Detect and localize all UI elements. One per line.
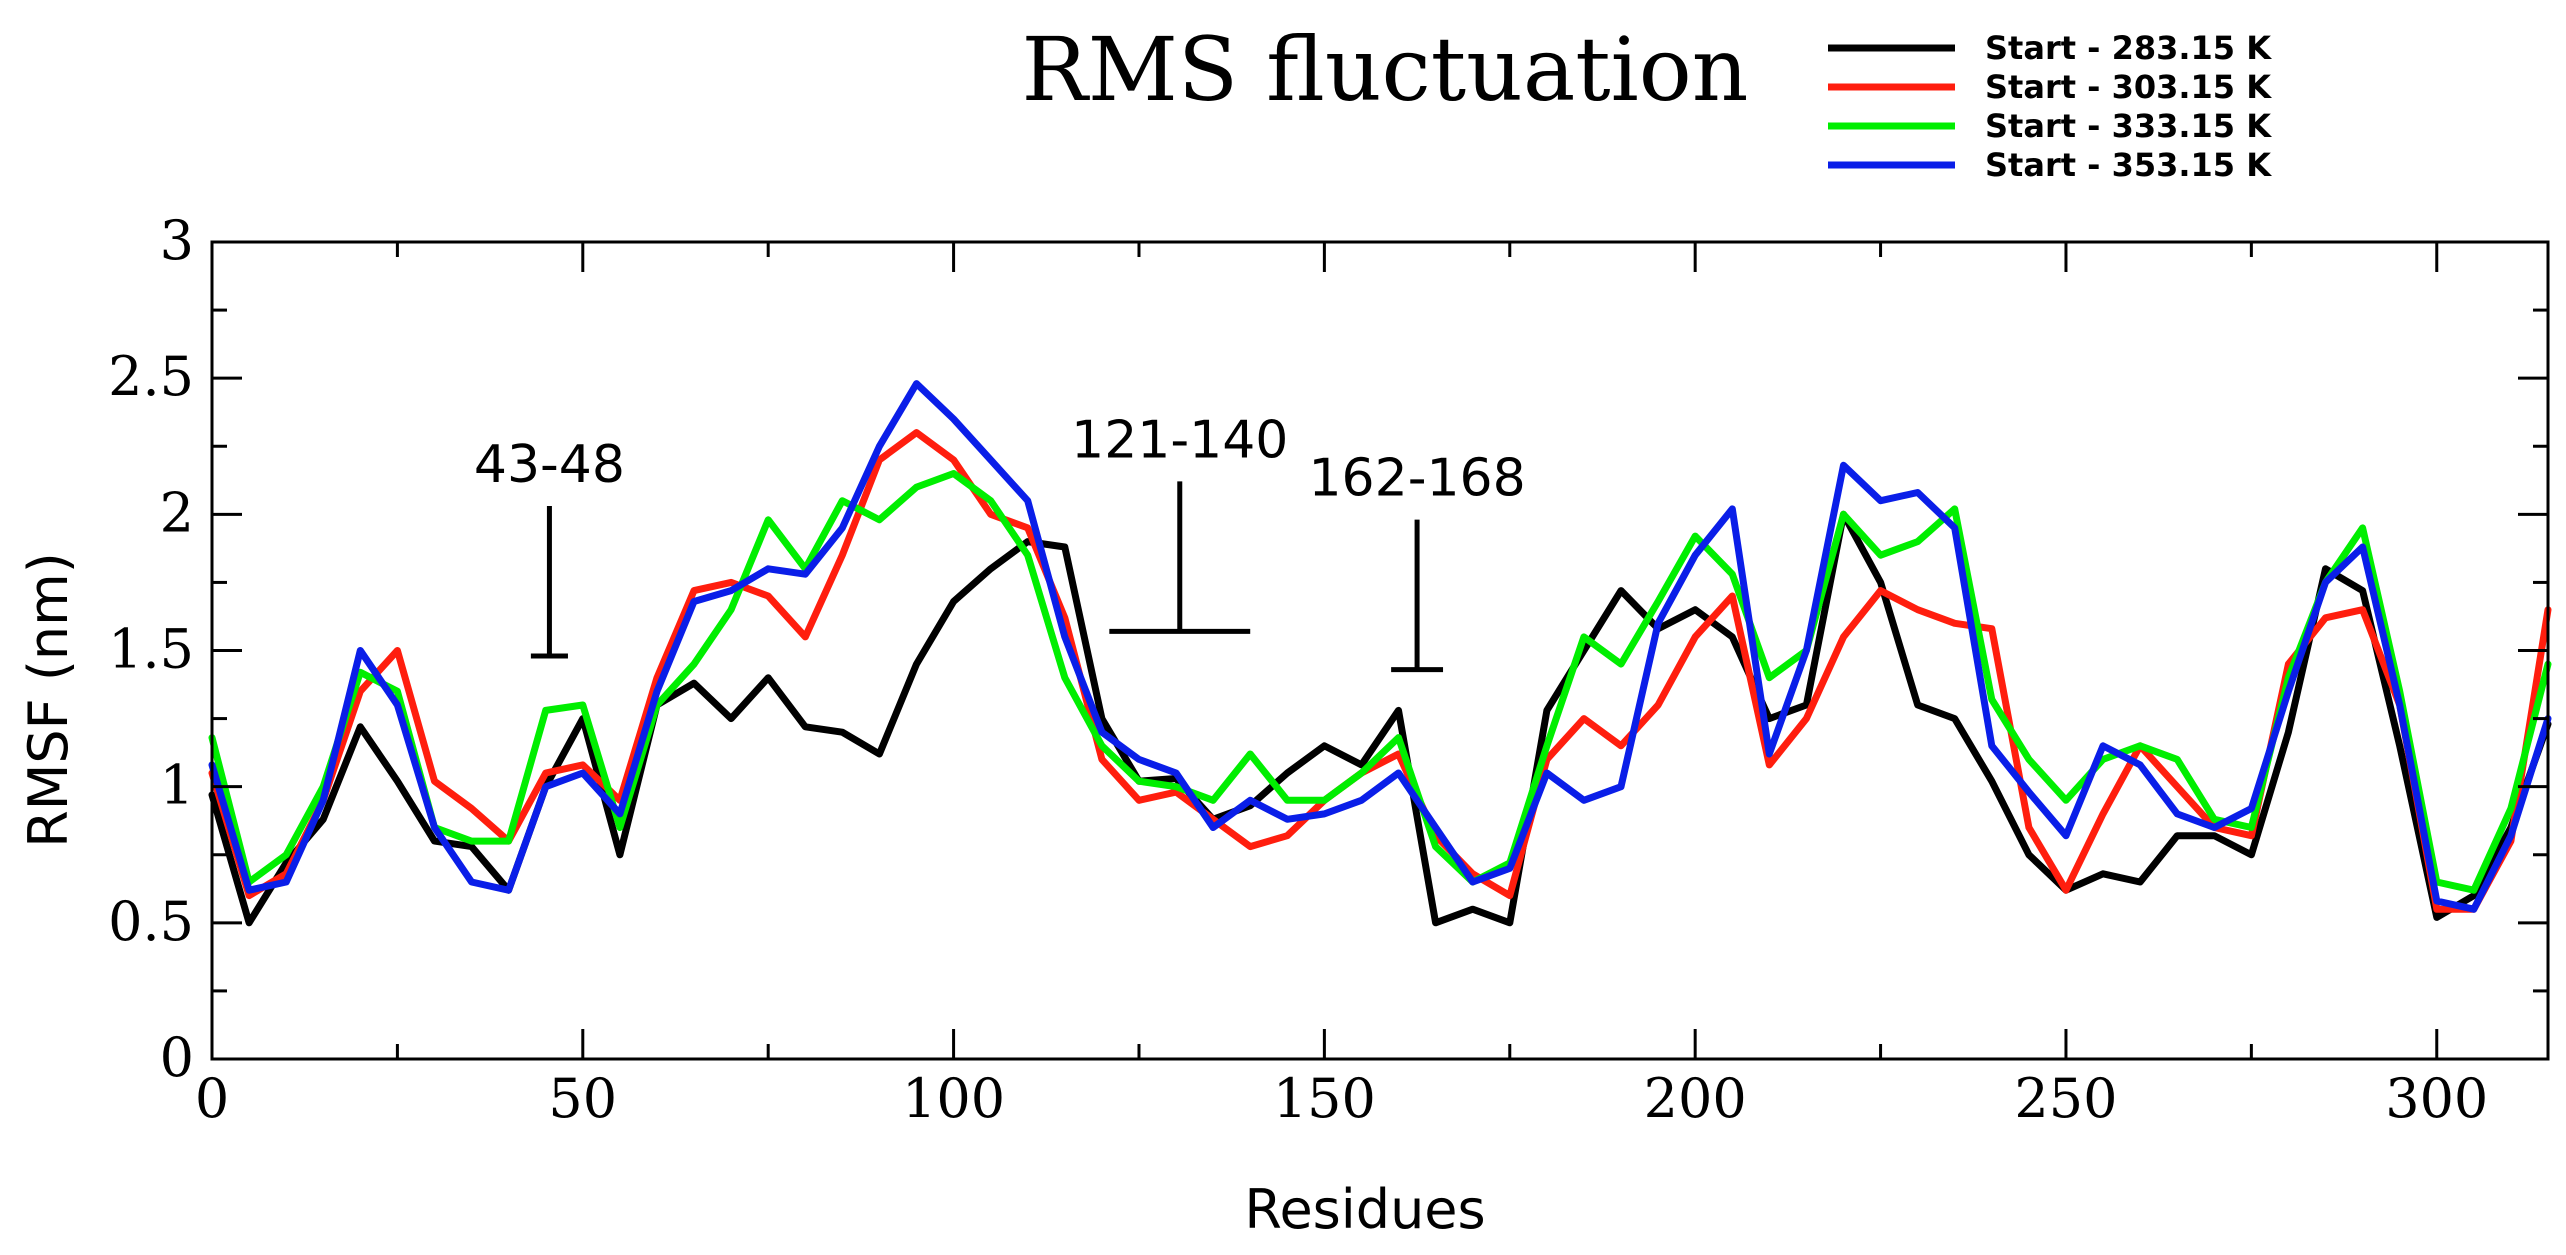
series-line-2 — [208, 429, 2552, 913]
legend-label: Start - 303.15 K — [1985, 68, 2272, 106]
y-tick-label: 3 — [160, 209, 194, 272]
y-tick-label: 1.5 — [108, 618, 194, 681]
legend-label: Start - 283.15 K — [1985, 29, 2272, 67]
y-tick-label: 2.5 — [108, 345, 194, 408]
x-tick-label: 200 — [1644, 1067, 1747, 1130]
legend-label: Start - 333.15 K — [1985, 107, 2272, 145]
y-tick-label: 1 — [160, 754, 194, 817]
axis-ticks: 0 50 100 150 200 250 300 0 0.5 1 1.5 2 2.5 3 — [108, 209, 2548, 1130]
x-tick-label: 0 — [195, 1067, 229, 1130]
y-tick-label: 0.5 — [108, 890, 194, 953]
x-tick-label: 250 — [2014, 1067, 2117, 1130]
region-annotations: 43-48 121-140 162-168 — [474, 410, 1526, 673]
x-axis-label: Residues — [1244, 1178, 1485, 1241]
x-tick-label: 50 — [548, 1067, 617, 1130]
y-tick-label: 2 — [160, 481, 194, 544]
y-tick-label: 0 — [160, 1026, 194, 1089]
annotation-label: 121-140 — [1071, 410, 1288, 470]
data-lines — [208, 380, 2552, 927]
series-line-1 — [208, 510, 2552, 927]
chart-title: RMS fluctuation — [1022, 18, 1749, 121]
legend-label: Start - 353.15 K — [1985, 146, 2272, 184]
y-axis-label: RMSF (nm) — [17, 552, 80, 848]
annotation-label: 43-48 — [474, 435, 625, 495]
x-tick-label: 300 — [2385, 1067, 2488, 1130]
series-line-4 — [208, 380, 2552, 913]
x-tick-label: 100 — [902, 1067, 1005, 1130]
plot-frame — [210, 240, 2550, 1061]
x-tick-label: 150 — [1273, 1067, 1376, 1130]
annotation-label: 162-168 — [1308, 449, 1525, 509]
series-line-3 — [208, 470, 2552, 894]
